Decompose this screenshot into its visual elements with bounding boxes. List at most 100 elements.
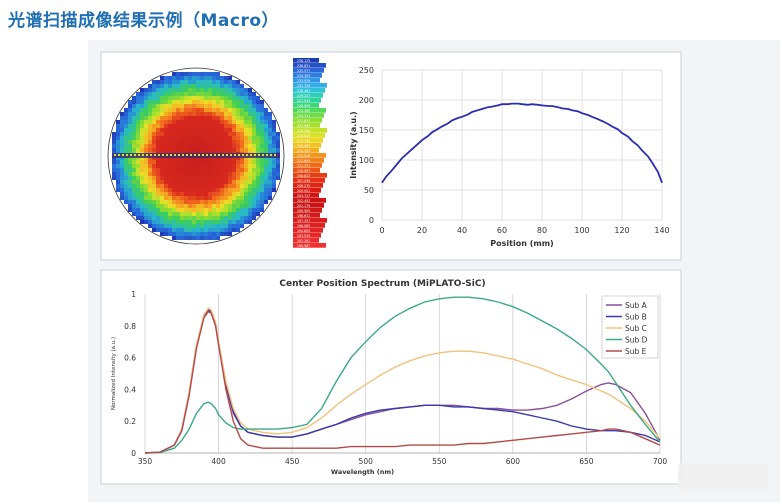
- wafer-cell: [224, 84, 228, 88]
- wafer-cell: [224, 104, 228, 108]
- wafer-cell: [184, 232, 188, 236]
- wafer-cell: [128, 208, 132, 212]
- wafer-cell: [204, 84, 208, 88]
- wafer-cell: [164, 200, 168, 204]
- wafer-cell: [220, 184, 224, 188]
- wafer-cell: [220, 136, 224, 140]
- wafer-cell: [204, 88, 208, 92]
- wafer-cell: [240, 180, 244, 184]
- wafer-cell: [224, 212, 228, 216]
- wafer-cell: [216, 200, 220, 204]
- wafer-cell: [200, 228, 204, 232]
- wafer-scan-marker: [238, 154, 240, 156]
- wafer-cell: [152, 208, 156, 212]
- wafer-scan-marker: [222, 154, 224, 156]
- wafer-cell: [244, 216, 248, 220]
- wafer-cell: [124, 148, 128, 152]
- wafer-cell: [216, 120, 220, 124]
- wafer-cell: [204, 104, 208, 108]
- wafer-cell: [228, 172, 232, 176]
- wafer-cell: [228, 88, 232, 92]
- wafer-cell: [224, 80, 228, 84]
- wafer-scan-marker: [170, 154, 172, 156]
- wafer-cell: [256, 108, 260, 112]
- wafer-cell: [212, 220, 216, 224]
- legend-swatch: [293, 143, 321, 148]
- wafer-cell: [120, 148, 124, 152]
- wafer-cell: [148, 204, 152, 208]
- wafer-cell: [184, 208, 188, 212]
- wafer-cell: [192, 104, 196, 108]
- profile-xtick-label: 100: [574, 226, 589, 235]
- wafer-cell: [168, 100, 172, 104]
- wafer-cell: [200, 100, 204, 104]
- wafer-cell: [160, 124, 164, 128]
- legend-value: 226.659: [297, 104, 310, 108]
- wafer-cell: [240, 108, 244, 112]
- wafer-cell: [168, 124, 172, 128]
- spectrum-ytick-label: 0.2: [124, 417, 136, 426]
- wafer-cell: [136, 116, 140, 120]
- wafer-cell: [200, 96, 204, 100]
- wafer-cell: [188, 224, 192, 228]
- wafer-cell: [144, 216, 148, 220]
- wafer-cell: [220, 200, 224, 204]
- wafer-cell: [212, 80, 216, 84]
- wafer-cell: [244, 88, 248, 92]
- wafer-cell: [264, 144, 268, 148]
- wafer-cell: [192, 204, 196, 208]
- wafer-cell: [148, 128, 152, 132]
- wafer-cell: [156, 108, 160, 112]
- wafer-cell: [180, 124, 184, 128]
- wafer-cell: [224, 136, 228, 140]
- wafer-cell: [156, 88, 160, 92]
- wafer-cell: [128, 116, 132, 120]
- wafer-cell: [140, 136, 144, 140]
- wafer-scan-marker: [206, 154, 208, 156]
- wafer-cell: [200, 140, 204, 144]
- wafer-cell: [220, 232, 224, 236]
- wafer-cell: [188, 108, 192, 112]
- heatmap-color-legend: 238.125236.851235.577234.303233.029231.7…: [293, 58, 327, 248]
- wafer-cell: [156, 192, 160, 196]
- wafer-cell: [192, 116, 196, 120]
- wafer-cell: [220, 196, 224, 200]
- wafer-cell: [192, 96, 196, 100]
- wafer-cell: [224, 144, 228, 148]
- wafer-cell: [220, 172, 224, 176]
- spectrum-title: Center Position Spectrum (MiPLATO-SiC): [279, 279, 485, 289]
- wafer-cell: [160, 184, 164, 188]
- wafer-cell: [260, 204, 264, 208]
- wafer-cell: [140, 148, 144, 152]
- wafer-cell: [248, 144, 252, 148]
- wafer-cell: [272, 140, 276, 144]
- wafer-cell: [192, 200, 196, 204]
- wafer-cell: [164, 108, 168, 112]
- wafer-cell: [188, 96, 192, 100]
- wafer-cell: [164, 80, 168, 84]
- wafer-cell: [256, 180, 260, 184]
- wafer-cell: [252, 136, 256, 140]
- wafer-cell: [148, 160, 152, 164]
- wafer-cell: [176, 148, 180, 152]
- wafer-cell: [124, 172, 128, 176]
- wafer-cell: [168, 112, 172, 116]
- wafer-cell: [232, 164, 236, 168]
- wafer-scan-marker: [178, 154, 180, 156]
- wafer-cell: [160, 120, 164, 124]
- wafer-cell: [276, 148, 280, 152]
- wafer-cell: [240, 144, 244, 148]
- spectrum-xtick-label: 600: [506, 457, 521, 466]
- wafer-cell: [260, 172, 264, 176]
- wafer-cell: [128, 132, 132, 136]
- wafer-cell: [264, 192, 268, 196]
- wafer-cell: [184, 124, 188, 128]
- wafer-cell: [184, 224, 188, 228]
- wafer-cell: [248, 104, 252, 108]
- wafer-cell: [172, 116, 176, 120]
- wafer-cell: [204, 164, 208, 168]
- wafer-cell: [136, 100, 140, 104]
- wafer-cell: [144, 188, 148, 192]
- wafer-cell: [208, 160, 212, 164]
- wafer-cell: [248, 140, 252, 144]
